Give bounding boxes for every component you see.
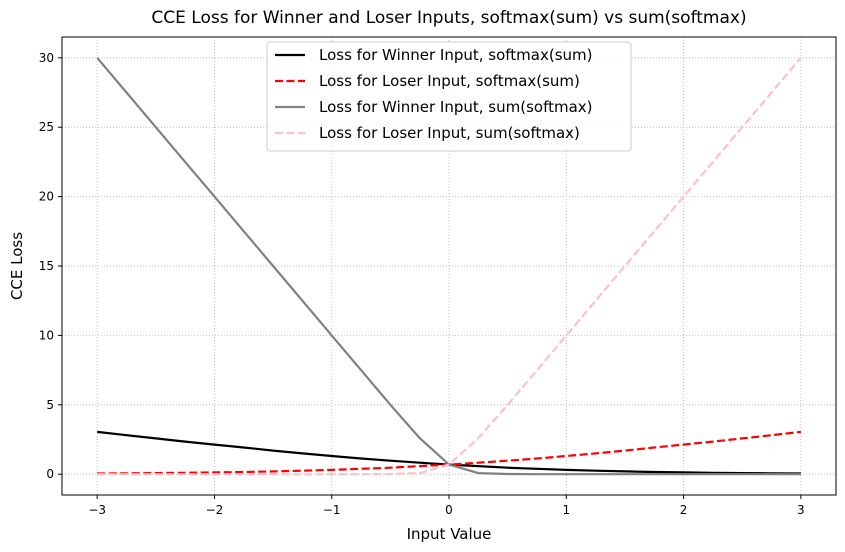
y-tick-label: 25 [39, 120, 54, 134]
x-tick-label: 3 [797, 503, 805, 517]
chart-title: CCE Loss for Winner and Loser Inputs, so… [151, 8, 746, 28]
legend-box [266, 41, 632, 152]
y-tick-label: 5 [46, 398, 54, 412]
x-tick-label: −3 [88, 503, 106, 517]
y-tick-label: 30 [39, 51, 54, 65]
legend-label: Loss for Winner Input, softmax(sum) [319, 46, 593, 64]
legend: Loss for Winner Input, softmax(sum) Loss … [266, 41, 632, 152]
series-layer [96, 57, 802, 476]
y-tick-label: 10 [39, 328, 54, 342]
series-line-3 [96, 57, 801, 476]
x-tick-label: 2 [680, 503, 688, 517]
grid [62, 37, 836, 495]
y-tick-label: 20 [39, 190, 54, 204]
x-tick-label: −1 [323, 503, 341, 517]
legend-label: Loss for Loser Input, sum(softmax) [319, 124, 580, 142]
series-line-4 [97, 57, 802, 476]
x-tick-label: 0 [445, 503, 453, 517]
y-tick-label: 15 [39, 259, 54, 273]
x-tick-label: −2 [206, 503, 224, 517]
x-tick-label: 1 [562, 503, 570, 517]
y-axis-label: CCE Loss [8, 232, 26, 300]
y-tick-label: 0 [46, 467, 54, 481]
x-axis-label: Input Value [407, 525, 492, 543]
legend-label: Loss for Winner Input, sum(softmax) [319, 98, 593, 116]
legend-label: Loss for Loser Input, softmax(sum) [319, 72, 580, 90]
